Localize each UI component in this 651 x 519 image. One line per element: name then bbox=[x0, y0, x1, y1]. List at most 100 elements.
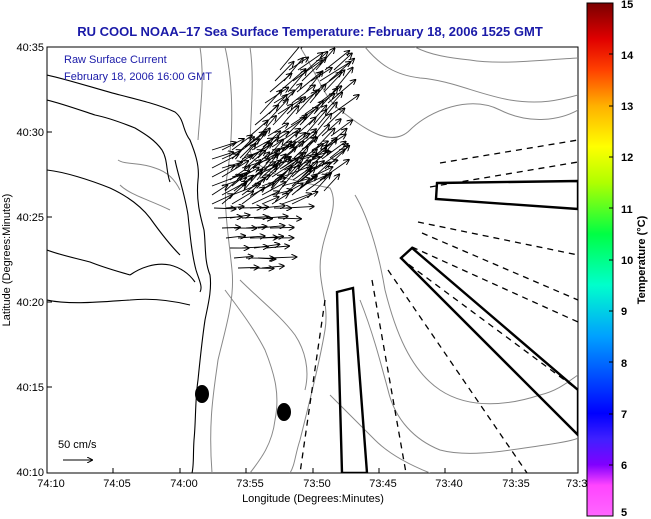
current-vector bbox=[256, 154, 278, 181]
x-tick-label: 74:05 bbox=[103, 478, 131, 490]
current-vector bbox=[301, 175, 327, 187]
current-vector bbox=[314, 72, 341, 93]
current-vector bbox=[245, 226, 266, 228]
radar-beam-outlines bbox=[335, 179, 578, 473]
current-vector bbox=[241, 187, 264, 205]
current-vector bbox=[281, 194, 311, 205]
current-vector bbox=[285, 206, 314, 208]
x-axis-ticks bbox=[46, 468, 513, 473]
y-tick-label: 40:15 bbox=[16, 382, 44, 394]
current-vector bbox=[277, 218, 301, 219]
current-vector bbox=[221, 183, 246, 205]
current-vector bbox=[257, 226, 284, 228]
colorbar-tick-label: 10 bbox=[621, 255, 633, 267]
current-vector bbox=[211, 152, 233, 160]
y-axis-label: Latitude (Degrees:Minutes) bbox=[1, 194, 13, 327]
station-dot-1 bbox=[195, 385, 209, 403]
current-vector bbox=[225, 236, 245, 238]
current-vector bbox=[211, 155, 238, 169]
current-vector bbox=[221, 150, 241, 160]
current-vector bbox=[281, 166, 311, 178]
current-vector bbox=[301, 58, 326, 82]
current-vector bbox=[221, 227, 240, 228]
current-vector bbox=[291, 85, 315, 104]
current-vector bbox=[237, 267, 258, 268]
colorbar-tick-label: 14 bbox=[621, 50, 634, 62]
colorbar-tick-label: 6 bbox=[621, 460, 627, 472]
current-vector bbox=[231, 184, 260, 196]
current-vector bbox=[231, 174, 247, 187]
colorbar-tick-label: 15 bbox=[621, 0, 633, 11]
y-axis-ticks bbox=[47, 46, 52, 388]
current-vector bbox=[274, 62, 294, 82]
current-vector bbox=[231, 191, 253, 205]
current-vector bbox=[241, 217, 267, 218]
current-vector bbox=[251, 153, 277, 169]
current-vector bbox=[251, 191, 279, 205]
y-tick-label: 40:30 bbox=[16, 127, 44, 139]
current-vector bbox=[291, 170, 311, 187]
current-vector bbox=[211, 185, 227, 196]
current-vector bbox=[269, 227, 294, 228]
current-vector bbox=[213, 208, 235, 209]
y-tick-label: 40:35 bbox=[16, 42, 44, 54]
y-tick-label: 40:25 bbox=[16, 212, 44, 224]
current-vector bbox=[323, 174, 339, 192]
overlay-line-2: February 18, 2006 16:00 GMT bbox=[64, 71, 212, 83]
current-vector bbox=[331, 95, 359, 115]
current-vector bbox=[292, 60, 322, 82]
current-vector bbox=[237, 236, 265, 238]
x-tick-label: 73:3 bbox=[566, 478, 587, 490]
current-vector bbox=[291, 175, 316, 196]
current-vector bbox=[326, 108, 344, 126]
current-vector bbox=[261, 197, 279, 205]
colorbar-ticks bbox=[609, 2, 613, 517]
current-vector bbox=[211, 166, 234, 178]
current-vector bbox=[269, 74, 291, 93]
current-vector bbox=[253, 244, 279, 249]
current-vector bbox=[211, 175, 241, 187]
colorbar-label: Temperature (°C) bbox=[636, 215, 648, 304]
colorbar-tick-label: 13 bbox=[621, 101, 633, 113]
current-vector bbox=[261, 206, 285, 208]
current-vector bbox=[221, 139, 244, 151]
current-vector bbox=[253, 218, 272, 219]
current-vector bbox=[265, 246, 289, 248]
current-vector bbox=[233, 256, 253, 258]
current-vector bbox=[309, 84, 326, 104]
current-vector bbox=[319, 62, 350, 82]
current-vector bbox=[257, 258, 275, 259]
current-vector bbox=[281, 106, 298, 126]
current-vector bbox=[261, 178, 285, 187]
current-vector bbox=[241, 178, 265, 196]
current-vector bbox=[271, 194, 288, 205]
x-tick-label: 73:55 bbox=[236, 478, 264, 490]
current-vector bbox=[297, 53, 322, 71]
colorbar bbox=[586, 2, 614, 517]
current-vector bbox=[265, 216, 288, 218]
current-vector bbox=[271, 160, 297, 178]
current-vector bbox=[211, 142, 236, 151]
current-vector bbox=[307, 125, 329, 148]
current-vector bbox=[287, 71, 306, 93]
scale-label: 50 cm/s bbox=[58, 439, 97, 451]
current-vector bbox=[261, 182, 286, 196]
current-vector bbox=[279, 47, 302, 71]
current-vector bbox=[249, 207, 268, 208]
current-vector bbox=[261, 266, 284, 268]
colorbar-tick-label: 12 bbox=[621, 152, 633, 164]
x-tick-label: 73:40 bbox=[435, 478, 463, 490]
colorbar-tick-label: 5 bbox=[621, 507, 627, 519]
current-vector bbox=[303, 110, 326, 137]
x-tick-label: 74:00 bbox=[170, 478, 198, 490]
colorbar-tick-label: 9 bbox=[621, 306, 627, 318]
current-vector bbox=[261, 236, 283, 238]
current-vector bbox=[301, 138, 317, 151]
current-vector bbox=[323, 70, 344, 93]
station-dot-2 bbox=[277, 403, 291, 421]
current-vector bbox=[291, 192, 317, 205]
current-vector bbox=[333, 53, 352, 71]
current-vector bbox=[269, 257, 296, 258]
overlay-line-1: Raw Surface Current bbox=[64, 54, 167, 66]
x-tick-label: 73:50 bbox=[303, 478, 331, 490]
